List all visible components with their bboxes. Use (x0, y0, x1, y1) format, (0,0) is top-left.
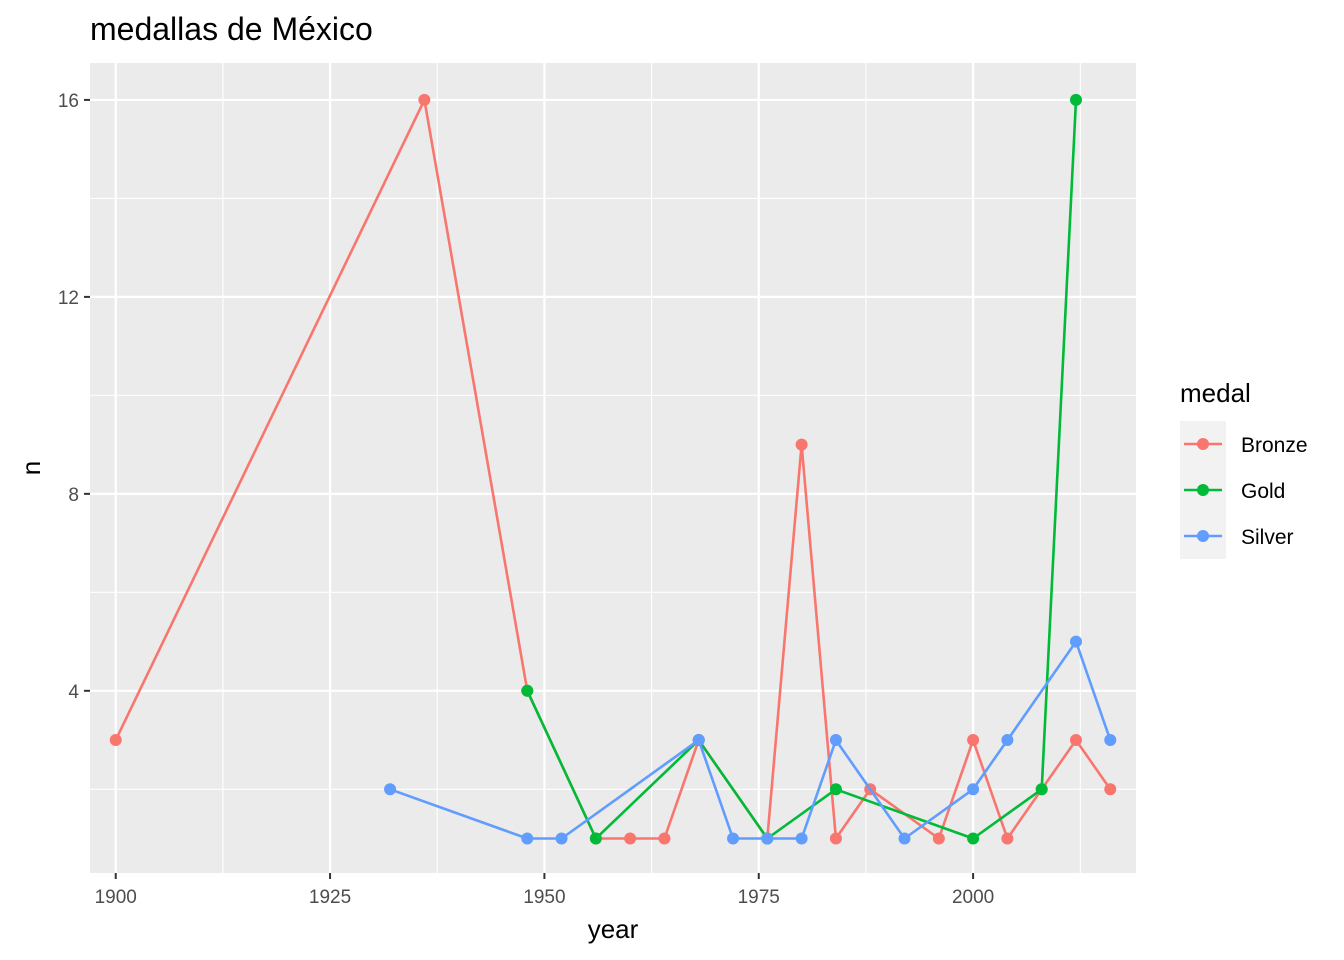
legend-item-bronze: Bronze (1184, 434, 1308, 457)
y-tick-label: 16 (58, 91, 79, 112)
y-axis-title: n (16, 461, 46, 475)
data-point-silver (727, 832, 740, 845)
data-point-silver (967, 783, 980, 796)
legend-key-point-silver (1197, 530, 1209, 542)
data-point-bronze (624, 832, 637, 845)
data-point-bronze (109, 734, 122, 747)
data-point-silver (761, 832, 774, 845)
data-point-gold (1069, 93, 1082, 106)
data-point-bronze (1069, 734, 1082, 747)
data-point-gold (589, 832, 602, 845)
legend-title: medal (1180, 378, 1251, 408)
data-point-gold (829, 783, 842, 796)
x-tick-label: 1975 (738, 887, 780, 908)
data-point-gold (1035, 783, 1048, 796)
data-point-bronze (1001, 832, 1014, 845)
series-layer (109, 93, 1117, 845)
data-point-silver (521, 832, 534, 845)
data-point-silver (795, 832, 808, 845)
legend-key-point-gold (1197, 484, 1209, 496)
data-point-silver (692, 734, 705, 747)
data-point-silver (1001, 734, 1014, 747)
data-point-bronze (658, 832, 671, 845)
x-tick-label: 1950 (523, 887, 565, 908)
data-point-bronze (967, 734, 980, 747)
data-point-bronze (829, 832, 842, 845)
legend-item-silver: Silver (1184, 526, 1294, 549)
data-point-gold (967, 832, 980, 845)
chart-title: medallas de México (90, 11, 373, 47)
series-line-gold (526, 99, 1078, 840)
legend-key-point-bronze (1197, 438, 1209, 450)
data-point-bronze (1104, 783, 1117, 796)
y-tick-label: 8 (68, 485, 79, 506)
data-point-silver (1104, 734, 1117, 747)
data-point-silver (1069, 635, 1082, 648)
y-tick-label: 12 (58, 288, 79, 309)
legend-label-gold: Gold (1241, 480, 1285, 503)
x-tick-label: 2000 (952, 887, 994, 908)
data-point-silver (555, 832, 568, 845)
y-axis: 4 8 12 16 (58, 91, 90, 703)
y-tick-label: 4 (68, 682, 79, 703)
data-point-silver (898, 832, 911, 845)
legend-item-gold: Gold (1184, 480, 1285, 503)
series-silver (384, 635, 1117, 845)
data-point-silver (384, 783, 397, 796)
data-point-bronze (795, 438, 808, 451)
legend-label-silver: Silver (1241, 526, 1294, 549)
legend: medal Bronze Gold Silver (1180, 378, 1308, 559)
data-point-bronze (932, 832, 945, 845)
x-axis-title: year (588, 914, 639, 944)
x-tick-label: 1925 (309, 887, 351, 908)
x-tick-label: 1900 (95, 887, 137, 908)
x-axis: 1900 1925 1950 1975 2000 (95, 873, 994, 908)
data-point-silver (829, 734, 842, 747)
data-point-gold (521, 684, 534, 697)
data-point-bronze (418, 93, 431, 106)
legend-label-bronze: Bronze (1241, 434, 1308, 457)
